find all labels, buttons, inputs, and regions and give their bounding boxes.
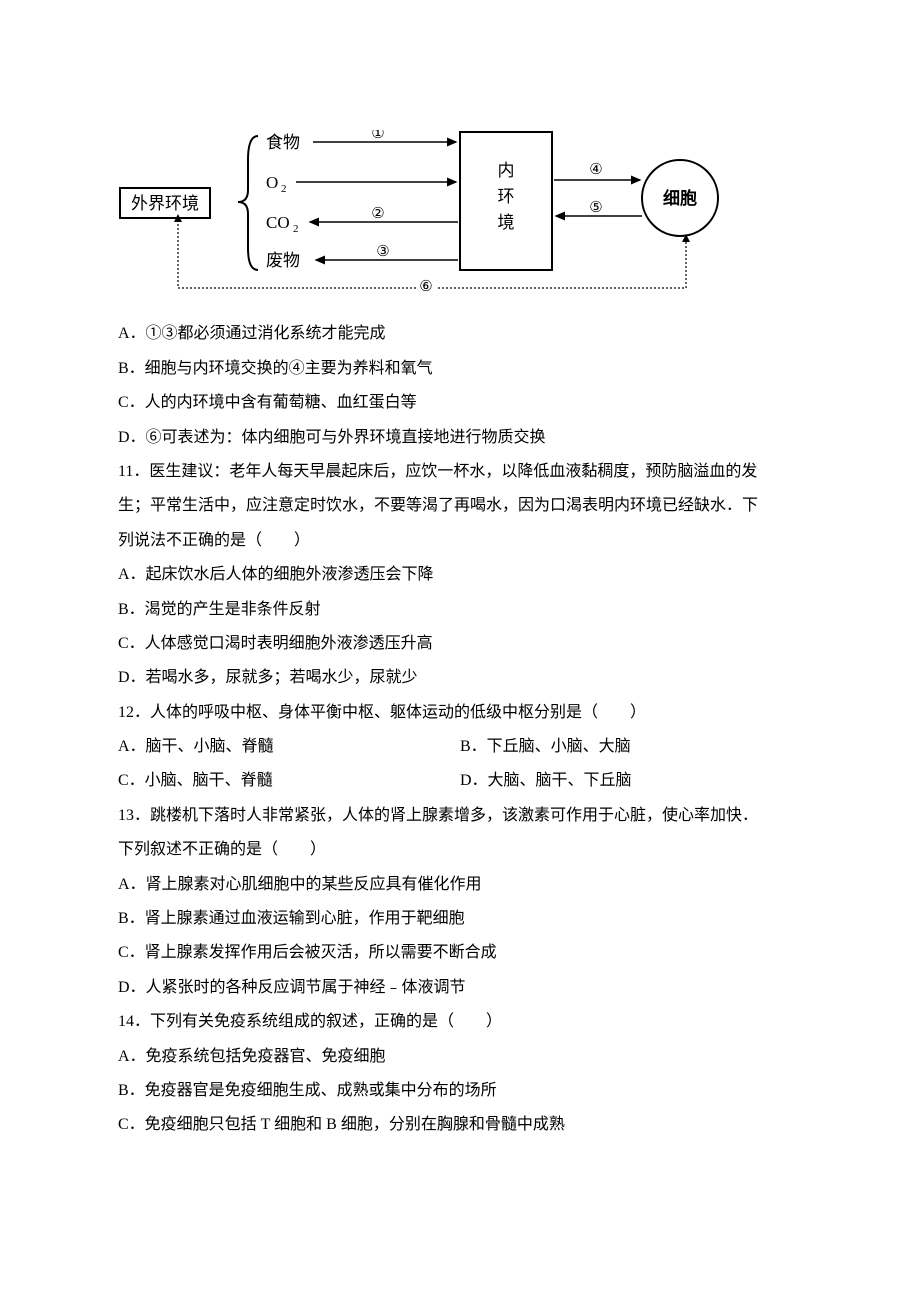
q12-stem: 12．人体的呼吸中枢、身体平衡中枢、躯体运动的低级中枢分别是（ ） (118, 696, 802, 730)
q10-opt-d: D．⑥可表述为：体内细胞可与外界环境直接地进行物质交换 (118, 421, 802, 455)
brace (238, 136, 258, 270)
q11-stem-1: 11．医生建议：老年人每天早晨起床后，应饮一杯水，以降低血液黏稠度，预防脑溢血的… (118, 455, 802, 489)
q10-diagram: 外界环境 食物 O 2 CO 2 废物 ① ② ③ 内 环 境 ④ ⑤ 细胞 ⑥ (118, 130, 802, 309)
q14-opt-a: A．免疫系统包括免疫器官、免疫细胞 (118, 1040, 802, 1074)
q11-opt-b: B．渴觉的产生是非条件反射 (118, 593, 802, 627)
brace-item-1-sub: 2 (281, 183, 287, 195)
arrow-label-5: ⑤ (589, 200, 602, 216)
arrow-label-4: ④ (589, 162, 602, 178)
q13-stem-1: 13．跳楼机下落时人非常紧张，人体的肾上腺素增多，该激素可作用于心脏，使心率加快… (118, 799, 802, 833)
mid-box-l2: 环 (498, 187, 515, 206)
right-circle-label: 细胞 (663, 188, 697, 208)
brace-item-2-sub: 2 (293, 223, 299, 235)
q13-opt-d: D．人紧张时的各种反应调节属于神经﹣体液调节 (118, 971, 802, 1005)
brace-item-3: 废物 (266, 251, 300, 270)
brace-item-2: CO (266, 213, 290, 232)
arrow-label-2: ② (371, 206, 384, 222)
q13-opt-a: A．肾上腺素对心肌细胞中的某些反应具有催化作用 (118, 868, 802, 902)
q13-opt-c: C．肾上腺素发挥作用后会被灭活，所以需要不断合成 (118, 936, 802, 970)
q14-opt-c: C．免疫细胞只包括 T 细胞和 B 细胞，分别在胸腺和骨髓中成熟 (118, 1108, 802, 1142)
q11-opt-a: A．起床饮水后人体的细胞外液渗透压会下降 (118, 558, 802, 592)
arrow-6-path (178, 220, 686, 288)
arrow-label-1: ① (371, 130, 384, 142)
q10-opt-a: A．①③都必须通过消化系统才能完成 (118, 317, 802, 351)
brace-item-0: 食物 (266, 133, 300, 152)
q11-stem-3: 列说法不正确的是（ ） (118, 524, 802, 558)
q12-opt-d: D．大脑、脑干、下丘脑 (460, 764, 802, 798)
q14-opt-b: B．免疫器官是免疫细胞生成、成熟或集中分布的场所 (118, 1074, 802, 1108)
q10-opt-c: C．人的内环境中含有葡萄糖、血红蛋白等 (118, 386, 802, 420)
mid-box-l1: 内 (498, 161, 515, 180)
q10-opt-b: B．细胞与内环境交换的④主要为养料和氧气 (118, 352, 802, 386)
q13-opt-b: B．肾上腺素通过血液运输到心脏，作用于靶细胞 (118, 902, 802, 936)
q12-opt-b: B．下丘脑、小脑、大脑 (460, 730, 802, 764)
q14-stem: 14．下列有关免疫系统组成的叙述，正确的是（ ） (118, 1005, 802, 1039)
diagram-svg: 外界环境 食物 O 2 CO 2 废物 ① ② ③ 内 环 境 ④ ⑤ 细胞 ⑥ (118, 130, 723, 296)
q12-opt-a: A．脑干、小脑、脊髓 (118, 730, 460, 764)
left-box-label: 外界环境 (131, 194, 199, 213)
q11-stem-2: 生；平常生活中，应注意定时饮水，不要等渴了再喝水，因为口渴表明内环境已经缺水．下 (118, 489, 802, 523)
q11-opt-d: D．若喝水多，尿就多；若喝水少，尿就少 (118, 661, 802, 695)
q12-opt-c: C．小脑、脑干、脊髓 (118, 764, 460, 798)
q12-row1: A．脑干、小脑、脊髓 B．下丘脑、小脑、大脑 (118, 730, 802, 764)
q12-row2: C．小脑、脑干、脊髓 D．大脑、脑干、下丘脑 (118, 764, 802, 798)
mid-box-l3: 境 (498, 213, 515, 232)
q11-opt-c: C．人体感觉口渴时表明细胞外液渗透压升高 (118, 627, 802, 661)
arrow-label-6: ⑥ (419, 279, 432, 295)
brace-item-1: O (266, 173, 278, 192)
q13-stem-2: 下列叙述不正确的是（ ） (118, 833, 802, 867)
arrow-label-3: ③ (376, 244, 389, 260)
